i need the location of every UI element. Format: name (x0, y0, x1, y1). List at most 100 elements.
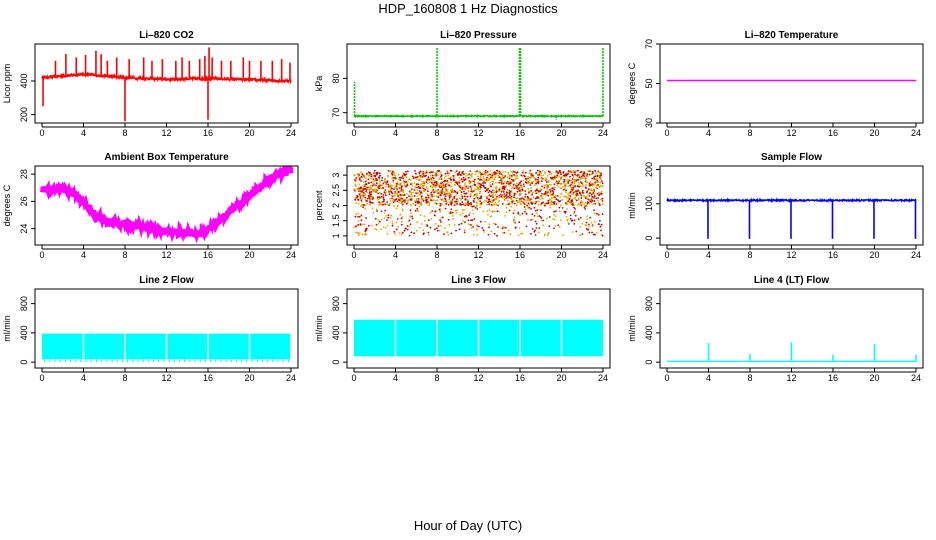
data-point (476, 194, 478, 197)
data-point (517, 211, 520, 214)
data-point (472, 179, 475, 182)
data-point (585, 184, 587, 186)
data-point (464, 182, 466, 185)
data-point (425, 181, 428, 184)
data-point (434, 190, 437, 192)
data-point (519, 214, 521, 217)
data-point (525, 212, 528, 215)
data-point (496, 234, 498, 237)
data-point (569, 195, 572, 197)
x-tick-label: 8 (747, 373, 752, 383)
data-point (578, 174, 581, 177)
data-point (487, 179, 490, 182)
y-tick-label: 400 (19, 73, 29, 88)
data-point (474, 178, 476, 181)
data-point (600, 198, 602, 201)
data-point (501, 227, 504, 230)
data-point (592, 233, 595, 236)
data-point (393, 171, 395, 174)
data-point (532, 196, 535, 199)
data-point (589, 198, 592, 201)
data-point (597, 197, 599, 199)
data-point (543, 203, 546, 206)
data-point (430, 193, 433, 196)
data-point (515, 177, 517, 179)
data-point (491, 183, 494, 185)
data-point (547, 194, 550, 197)
data-point (414, 170, 416, 172)
data-point (448, 196, 451, 199)
data-point (417, 200, 420, 203)
data-point (447, 177, 450, 180)
data-point (441, 188, 444, 191)
data-point (403, 180, 406, 183)
data-point (496, 210, 499, 213)
data-point (448, 184, 450, 187)
data-point (364, 230, 367, 233)
data-point (477, 175, 479, 178)
data-point (524, 199, 527, 202)
data-point (442, 191, 445, 193)
data-point (432, 195, 435, 198)
data-point (369, 186, 371, 189)
data-point (554, 171, 557, 174)
panel-title: Li–820 Pressure (440, 30, 517, 41)
data-point (599, 181, 602, 184)
data-point (528, 172, 531, 175)
data-point (589, 183, 592, 186)
data-point (561, 175, 563, 178)
data-point (508, 189, 511, 192)
data-point (553, 195, 555, 198)
data-point (554, 215, 557, 218)
data-point (421, 175, 424, 178)
data-point (398, 183, 400, 186)
data-point (416, 202, 419, 205)
data-point (473, 190, 475, 192)
data-point (552, 196, 554, 199)
data-point (566, 173, 569, 176)
data-point (562, 186, 564, 188)
data-point (389, 170, 392, 173)
data-point (569, 191, 572, 194)
data-point (540, 171, 543, 174)
data-point (430, 196, 433, 198)
data-point (559, 178, 562, 181)
data-point (512, 212, 515, 215)
data-point (361, 194, 364, 197)
data-point (414, 204, 417, 207)
data-point (513, 209, 516, 212)
data-point (444, 172, 447, 175)
data-point (598, 223, 600, 226)
data-point (567, 185, 570, 187)
data-point (581, 233, 584, 236)
data-point (576, 174, 579, 177)
data-point (467, 199, 469, 201)
data-point (448, 192, 451, 195)
x-tick-label: 4 (81, 250, 86, 260)
data-point (396, 188, 398, 190)
data-point (506, 191, 508, 194)
data-point (399, 182, 402, 185)
data-point (560, 187, 562, 190)
data-point (374, 217, 377, 220)
data-point (454, 200, 456, 203)
data-point (573, 210, 576, 213)
data-point (451, 197, 454, 200)
data-point (392, 201, 395, 204)
data-point (361, 173, 364, 176)
data-point (363, 193, 366, 196)
data-point (601, 182, 604, 185)
data-point (569, 175, 571, 178)
data-point (501, 195, 504, 197)
x-tick-label: 0 (39, 250, 44, 260)
data-point (446, 170, 449, 172)
data-point (467, 219, 470, 222)
data-point (575, 190, 577, 193)
data-point (520, 232, 522, 235)
data-point (449, 169, 452, 172)
data-point (401, 175, 404, 178)
data-point (579, 178, 582, 181)
data-point (576, 204, 579, 206)
data-point (545, 181, 548, 183)
data-point (457, 184, 460, 187)
